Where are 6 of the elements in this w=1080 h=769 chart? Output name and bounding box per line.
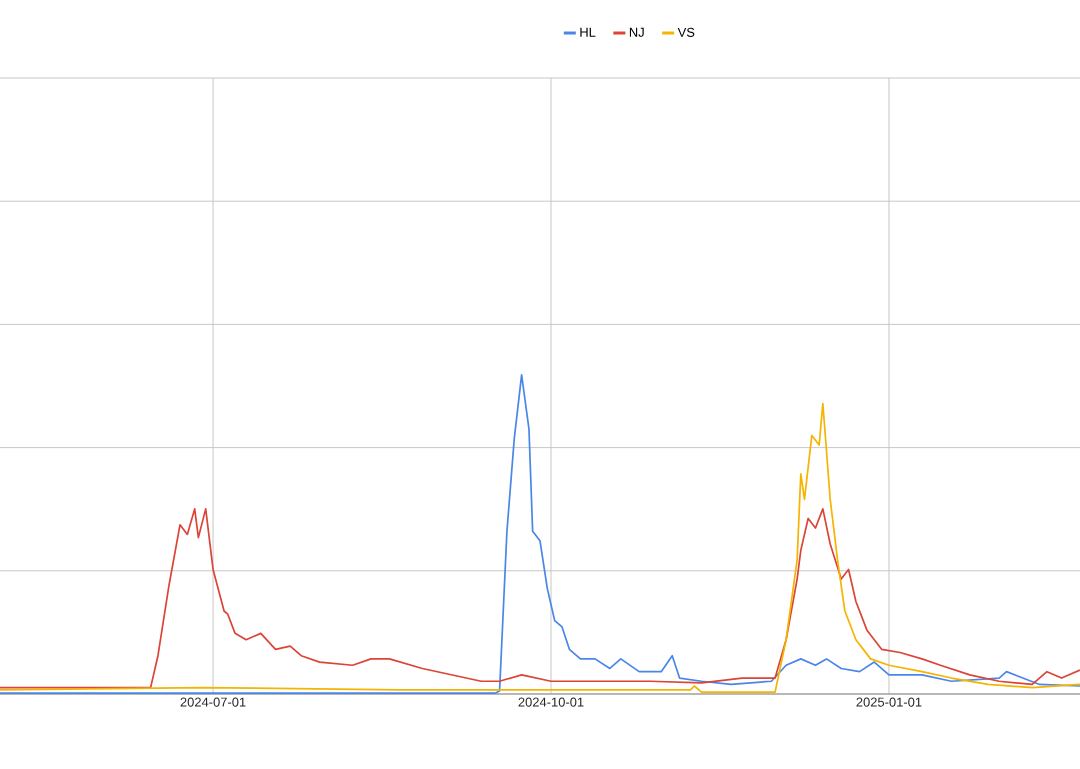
x-tick-label: 2024-07-01 [180,697,246,707]
legend-label: VS [677,27,695,37]
x-tick-label: 2025-01-01 [856,697,922,707]
x-tick-label: 2024-10-01 [518,697,584,707]
legend-label: HL [580,27,596,37]
legend-label: NJ [629,27,644,37]
